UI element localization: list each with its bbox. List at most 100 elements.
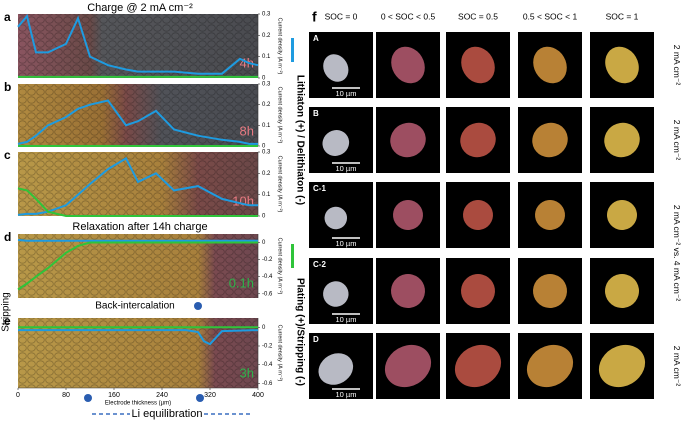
data-line [17,99,258,145]
data-line [17,13,259,75]
y-axis-label: Current density (A m⁻²) [277,87,283,144]
particle [390,122,426,158]
panel-f: f SOC = 0 0 < SOC < 0.5 SOC = 0.5 0.5 < SOC … [291,9,682,399]
row-label: C-2 [313,260,326,269]
micrograph-texture [18,84,258,146]
time-label: 8h [240,123,254,138]
panel-label: c [4,148,11,162]
y-tick-label: 0.1 [262,192,271,198]
marker [196,394,204,402]
micrograph-texture [18,234,258,298]
y-tick-label: -0.2 [262,257,273,263]
y-axis-label: Current density (A m⁻²) [277,156,283,213]
side-label: Plating (+)/Stripping (-) [294,278,305,386]
row-label: A [313,34,319,43]
y-tick-label: 0 [262,144,266,150]
marker [194,302,202,310]
panel-label: d [4,230,11,244]
y-tick-label: -0.4 [262,274,273,280]
particle [526,344,574,388]
y-tick-label: 0 [262,325,266,331]
data-line [17,187,258,217]
particle [604,122,640,158]
side-label: Lithiaton (+) / Delithiaton (-) [294,75,305,205]
particle [605,46,639,84]
li-equilibration-label: Li equilibration [132,408,203,420]
row-condition-label: 2 mA cm⁻² [672,120,682,161]
y-tick-label: 0.3 [262,82,271,88]
particle [461,46,495,84]
stripping-label: Stripping [1,292,12,331]
figure-title: Charge @ 2 mA cm⁻² [87,2,193,14]
scale-bar-label: 10 µm [336,390,357,399]
panel-label: e [4,314,11,328]
scale-bar-label: 10 µm [336,164,357,173]
panel-label: a [4,10,11,24]
y-axis-label: Current density (A m⁻²) [277,18,283,75]
y-tick-label: 0 [262,240,266,246]
particle [533,274,567,308]
x-tick-label: 240 [156,392,168,399]
legend-bar [291,244,294,268]
panel-label: f [312,9,317,25]
row-condition-label: 2 mA cm⁻² [672,346,682,387]
column-header: SOC = 0.5 [458,11,498,21]
scale-bar-label: 10 µm [336,239,357,248]
row-label: D [313,335,319,344]
y-tick-label: 0.3 [262,150,271,156]
column-header: 0.5 < SOC < 1 [523,11,578,21]
x-tick-label: 80 [62,392,70,399]
particle [463,200,493,231]
y-axis-label: Current density (A m⁻²) [277,325,283,382]
particle [454,344,502,388]
scale-bar-label: 10 µm [336,89,357,98]
particle [322,130,350,156]
row-label: C-1 [313,184,326,193]
scale-bar-label: 10 µm [336,315,357,324]
particle [532,122,568,158]
particle [323,281,349,307]
particle [393,200,423,230]
particle [391,46,425,84]
y-tick-label: -0.6 [262,291,273,297]
particle [384,344,432,388]
particle [323,54,349,82]
column-header: SOC = 0 [325,11,358,21]
row-condition-label: 2 mA cm⁻² [672,45,682,86]
time-label: 3h [240,365,254,380]
micrograph-texture [18,318,258,388]
particle [598,344,646,388]
relaxation-title: Relaxation after 14h charge [72,221,207,233]
row-condition-label: 2 mA cm⁻² vs. 4 mA cm⁻² [672,205,682,302]
y-tick-label: 0.1 [262,54,271,60]
x-axis-label: Electrode thickness (µm) [105,401,171,407]
x-tick-label: 320 [204,392,216,399]
y-tick-label: 0 [262,214,266,220]
particle [461,274,495,308]
data-line [17,156,258,216]
data-line [17,241,258,291]
y-tick-label: -0.4 [262,362,273,368]
x-tick-label: 400 [252,392,264,399]
x-tick-label: 160 [108,392,120,399]
micrograph-texture [18,152,258,216]
particle [535,200,565,230]
column-header: SOC = 1 [606,11,639,21]
time-label: 0.1h [229,275,254,290]
panel-label: b [4,80,11,94]
particle [324,206,348,230]
y-tick-label: 0.2 [262,102,271,108]
micrograph-texture [18,14,258,78]
y-tick-label: -0.2 [262,344,273,350]
y-axis-label: Current density (A m⁻²) [277,238,283,295]
y-tick-label: 0.1 [262,123,271,129]
marker [84,394,92,402]
y-tick-label: 0 [262,76,266,82]
particle [605,274,639,308]
particle [607,200,637,230]
y-tick-label: -0.6 [262,381,273,387]
back-intercalation-label: Back-intercalation [95,301,174,312]
row-label: B [313,109,319,118]
particle [460,122,496,158]
